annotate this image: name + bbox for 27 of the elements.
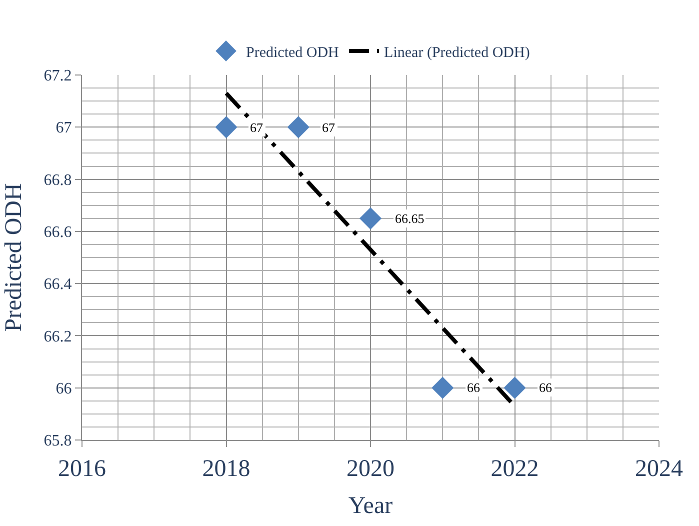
x-tick-label: 2022 (490, 456, 539, 482)
y-tick-label: 66.4 (44, 276, 72, 294)
y-tick-label: 67.2 (44, 68, 72, 85)
point (359, 207, 382, 230)
point (215, 116, 238, 138)
point (504, 376, 526, 399)
point (432, 376, 454, 399)
x-tick-label: 2018 (202, 456, 250, 482)
legend-label: Linear (Predicted ODH) (384, 44, 530, 61)
data-label: 67 (322, 120, 336, 135)
legend-label: Predicted ODH (246, 44, 340, 61)
y-tick-label: 67 (56, 120, 72, 137)
y-tick-label: 66.8 (44, 172, 72, 189)
y-tick-label: 66 (56, 380, 72, 398)
y-axis-title: Predicted ODH (0, 183, 27, 332)
data-label: 66.65 (395, 211, 424, 226)
data-label: 66 (539, 380, 552, 395)
point (287, 116, 310, 138)
x-axis-title: Year (348, 493, 393, 520)
x-tick-label: 2016 (58, 456, 106, 482)
y-tick-label: 65.8 (44, 432, 72, 450)
x-tick-label: 2020 (346, 456, 394, 482)
data-label: 67 (250, 120, 264, 135)
y-tick-label: 66.2 (44, 328, 72, 346)
x-tick-label: 2024 (635, 456, 683, 482)
y-tick-label: 66.6 (44, 224, 72, 242)
data-label: 66 (467, 380, 480, 395)
